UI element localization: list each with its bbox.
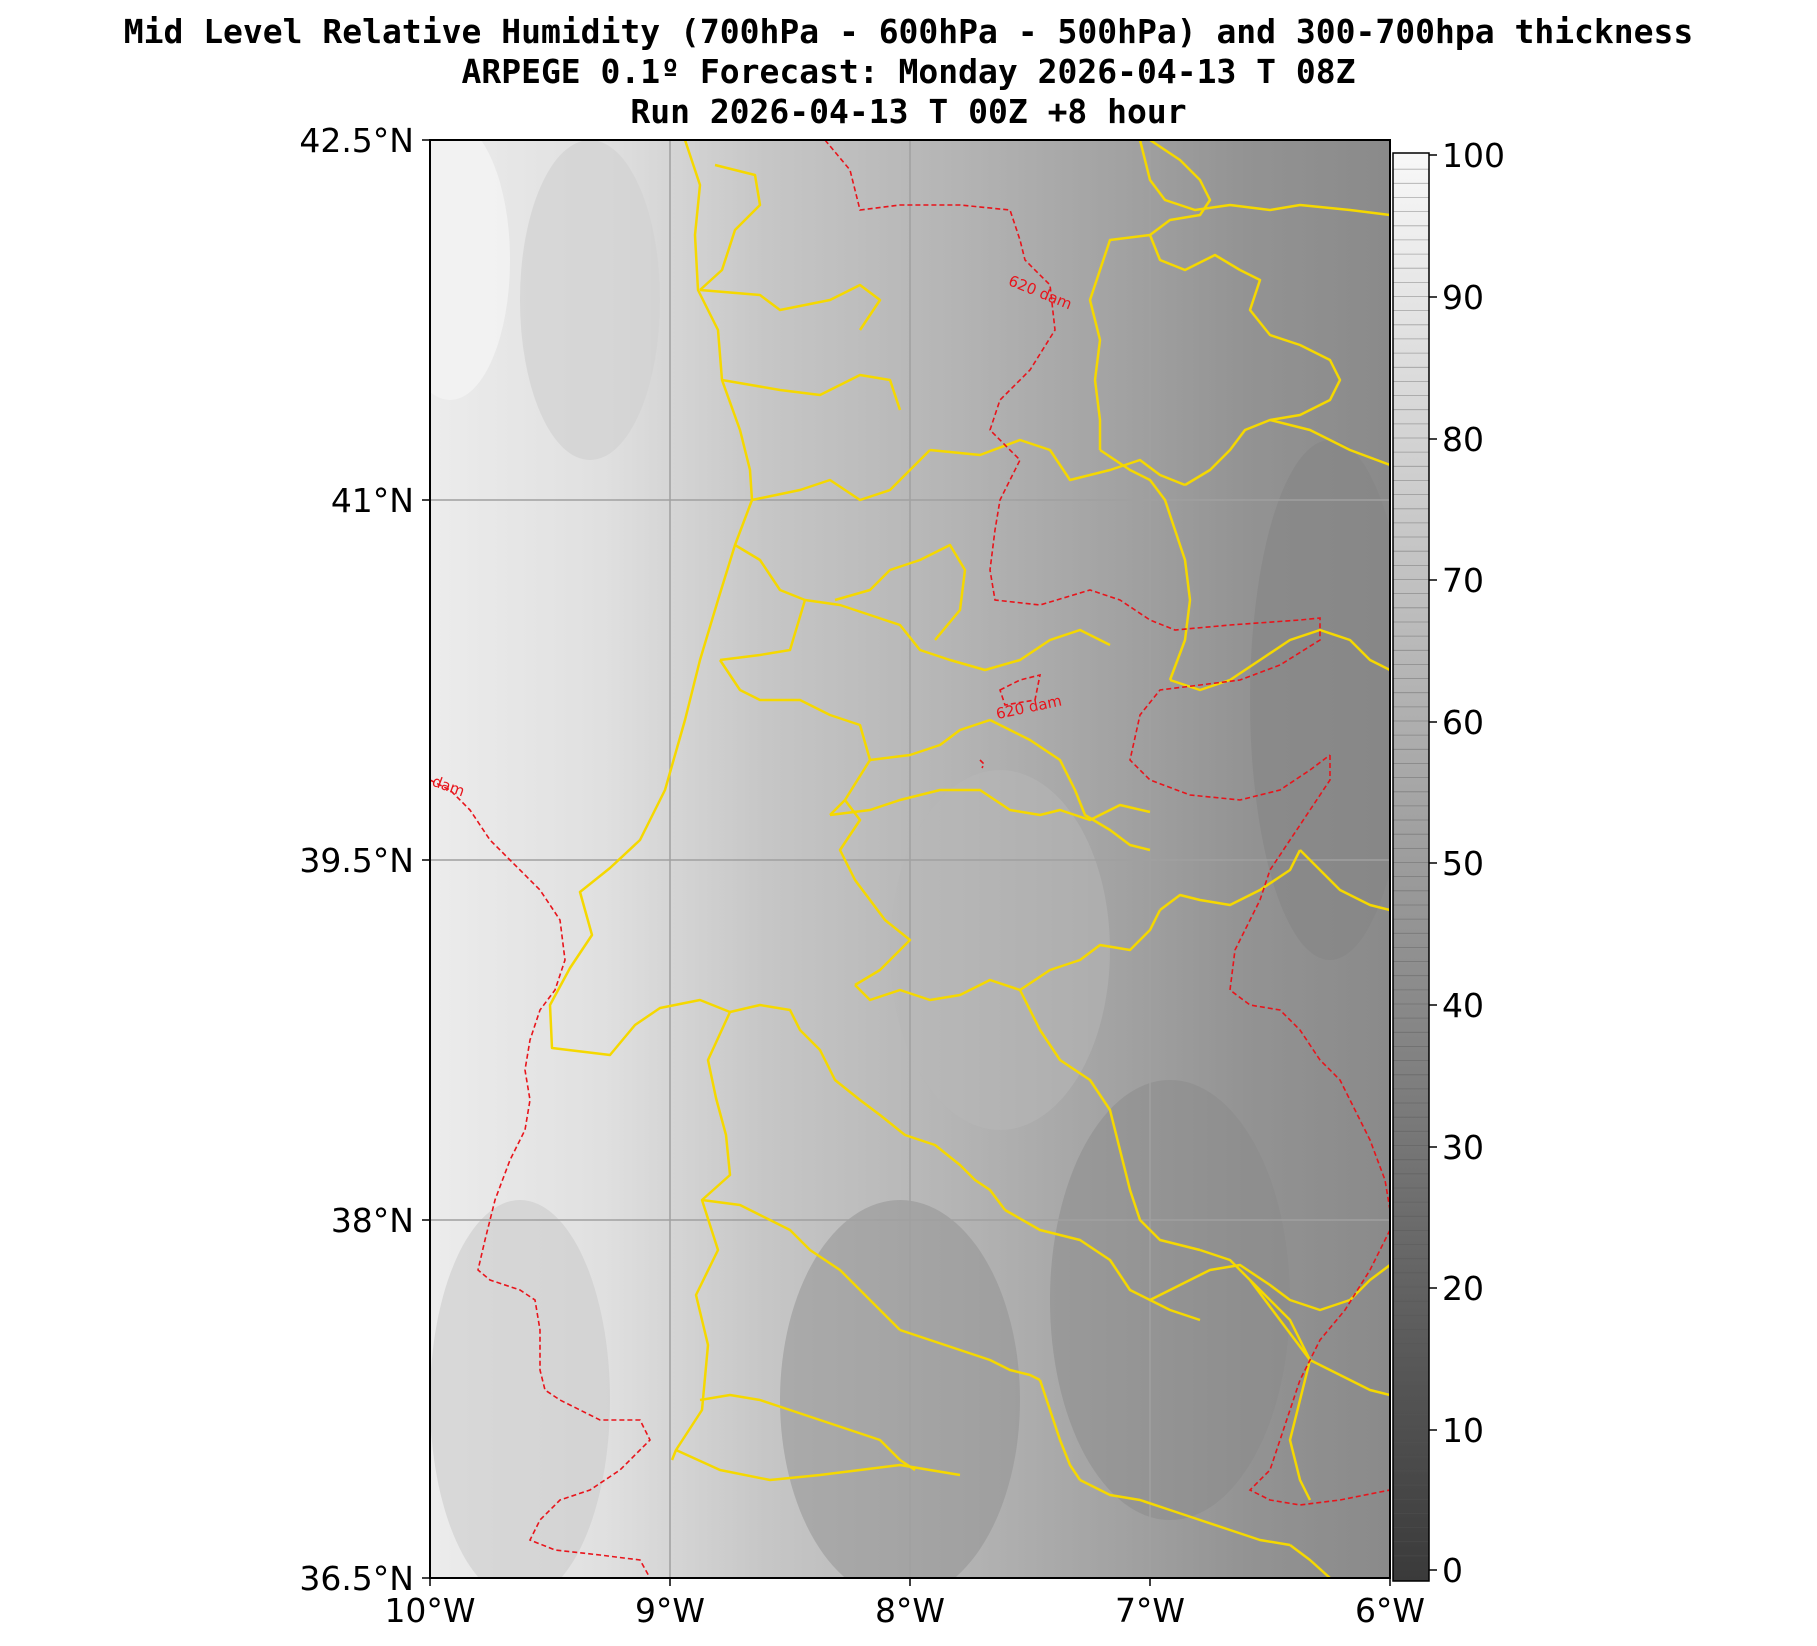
colorbar-frame (1392, 152, 1430, 1582)
lon-label-6w: 6°W (1355, 1591, 1425, 1630)
colorbar-label-80: 80 (1442, 420, 1484, 459)
colorbar-label-60: 60 (1442, 703, 1484, 742)
lon-label-9w: 9°W (635, 1591, 705, 1630)
colorbar-levels (1393, 168, 1429, 1557)
gridlines (430, 140, 1390, 1578)
colorbar-label-100: 100 (1442, 136, 1505, 175)
colorbar-label-10: 10 (1442, 1411, 1484, 1450)
lat-label-42-5: 42.5°N (299, 121, 414, 160)
lon-labels: 10°W 9°W 8°W 7°W 6°W (384, 1591, 1425, 1630)
lat-labels: 42.5°N 41°N 39.5°N 38°N 36.5°N (299, 121, 414, 1598)
lat-label-38: 38°N (331, 1201, 414, 1240)
lon-label-10w: 10°W (384, 1591, 475, 1630)
lat-label-36-5: 36.5°N (299, 1559, 414, 1598)
thickness-contours (430, 140, 1390, 1578)
region-boundaries (548, 140, 1390, 1578)
chart-title-line3: Run 2026-04-13 T 00Z +8 hour (630, 92, 1187, 131)
lat-label-39-5: 39.5°N (299, 841, 414, 880)
colorbar-label-70: 70 (1442, 561, 1484, 600)
colorbar-tick-labels: 100 90 80 70 60 50 40 30 20 10 0 (1442, 136, 1505, 1590)
colorbar-label-50: 50 (1442, 844, 1484, 883)
lon-label-7w: 7°W (1115, 1591, 1185, 1630)
colorbar-label-90: 90 (1442, 278, 1484, 317)
lat-ticks (422, 139, 430, 1579)
lon-ticks (429, 1578, 1391, 1586)
colorbar-label-0: 0 (1442, 1551, 1463, 1590)
lat-label-41: 41°N (331, 481, 414, 520)
lon-label-8w: 8°W (875, 1591, 945, 1630)
colorbar-label-30: 30 (1442, 1128, 1484, 1167)
chart-title-line2: ARPEGE 0.1º Forecast: Monday 2026-04-13 … (461, 52, 1356, 91)
colorbar-label-20: 20 (1442, 1269, 1484, 1308)
colorbar (1393, 153, 1429, 1581)
colorbar-label-40: 40 (1442, 986, 1484, 1025)
colorbar-ticks (1429, 154, 1437, 1571)
humidity-shading (430, 140, 1390, 1578)
chart-title-line1: Mid Level Relative Humidity (700hPa - 60… (123, 12, 1694, 51)
